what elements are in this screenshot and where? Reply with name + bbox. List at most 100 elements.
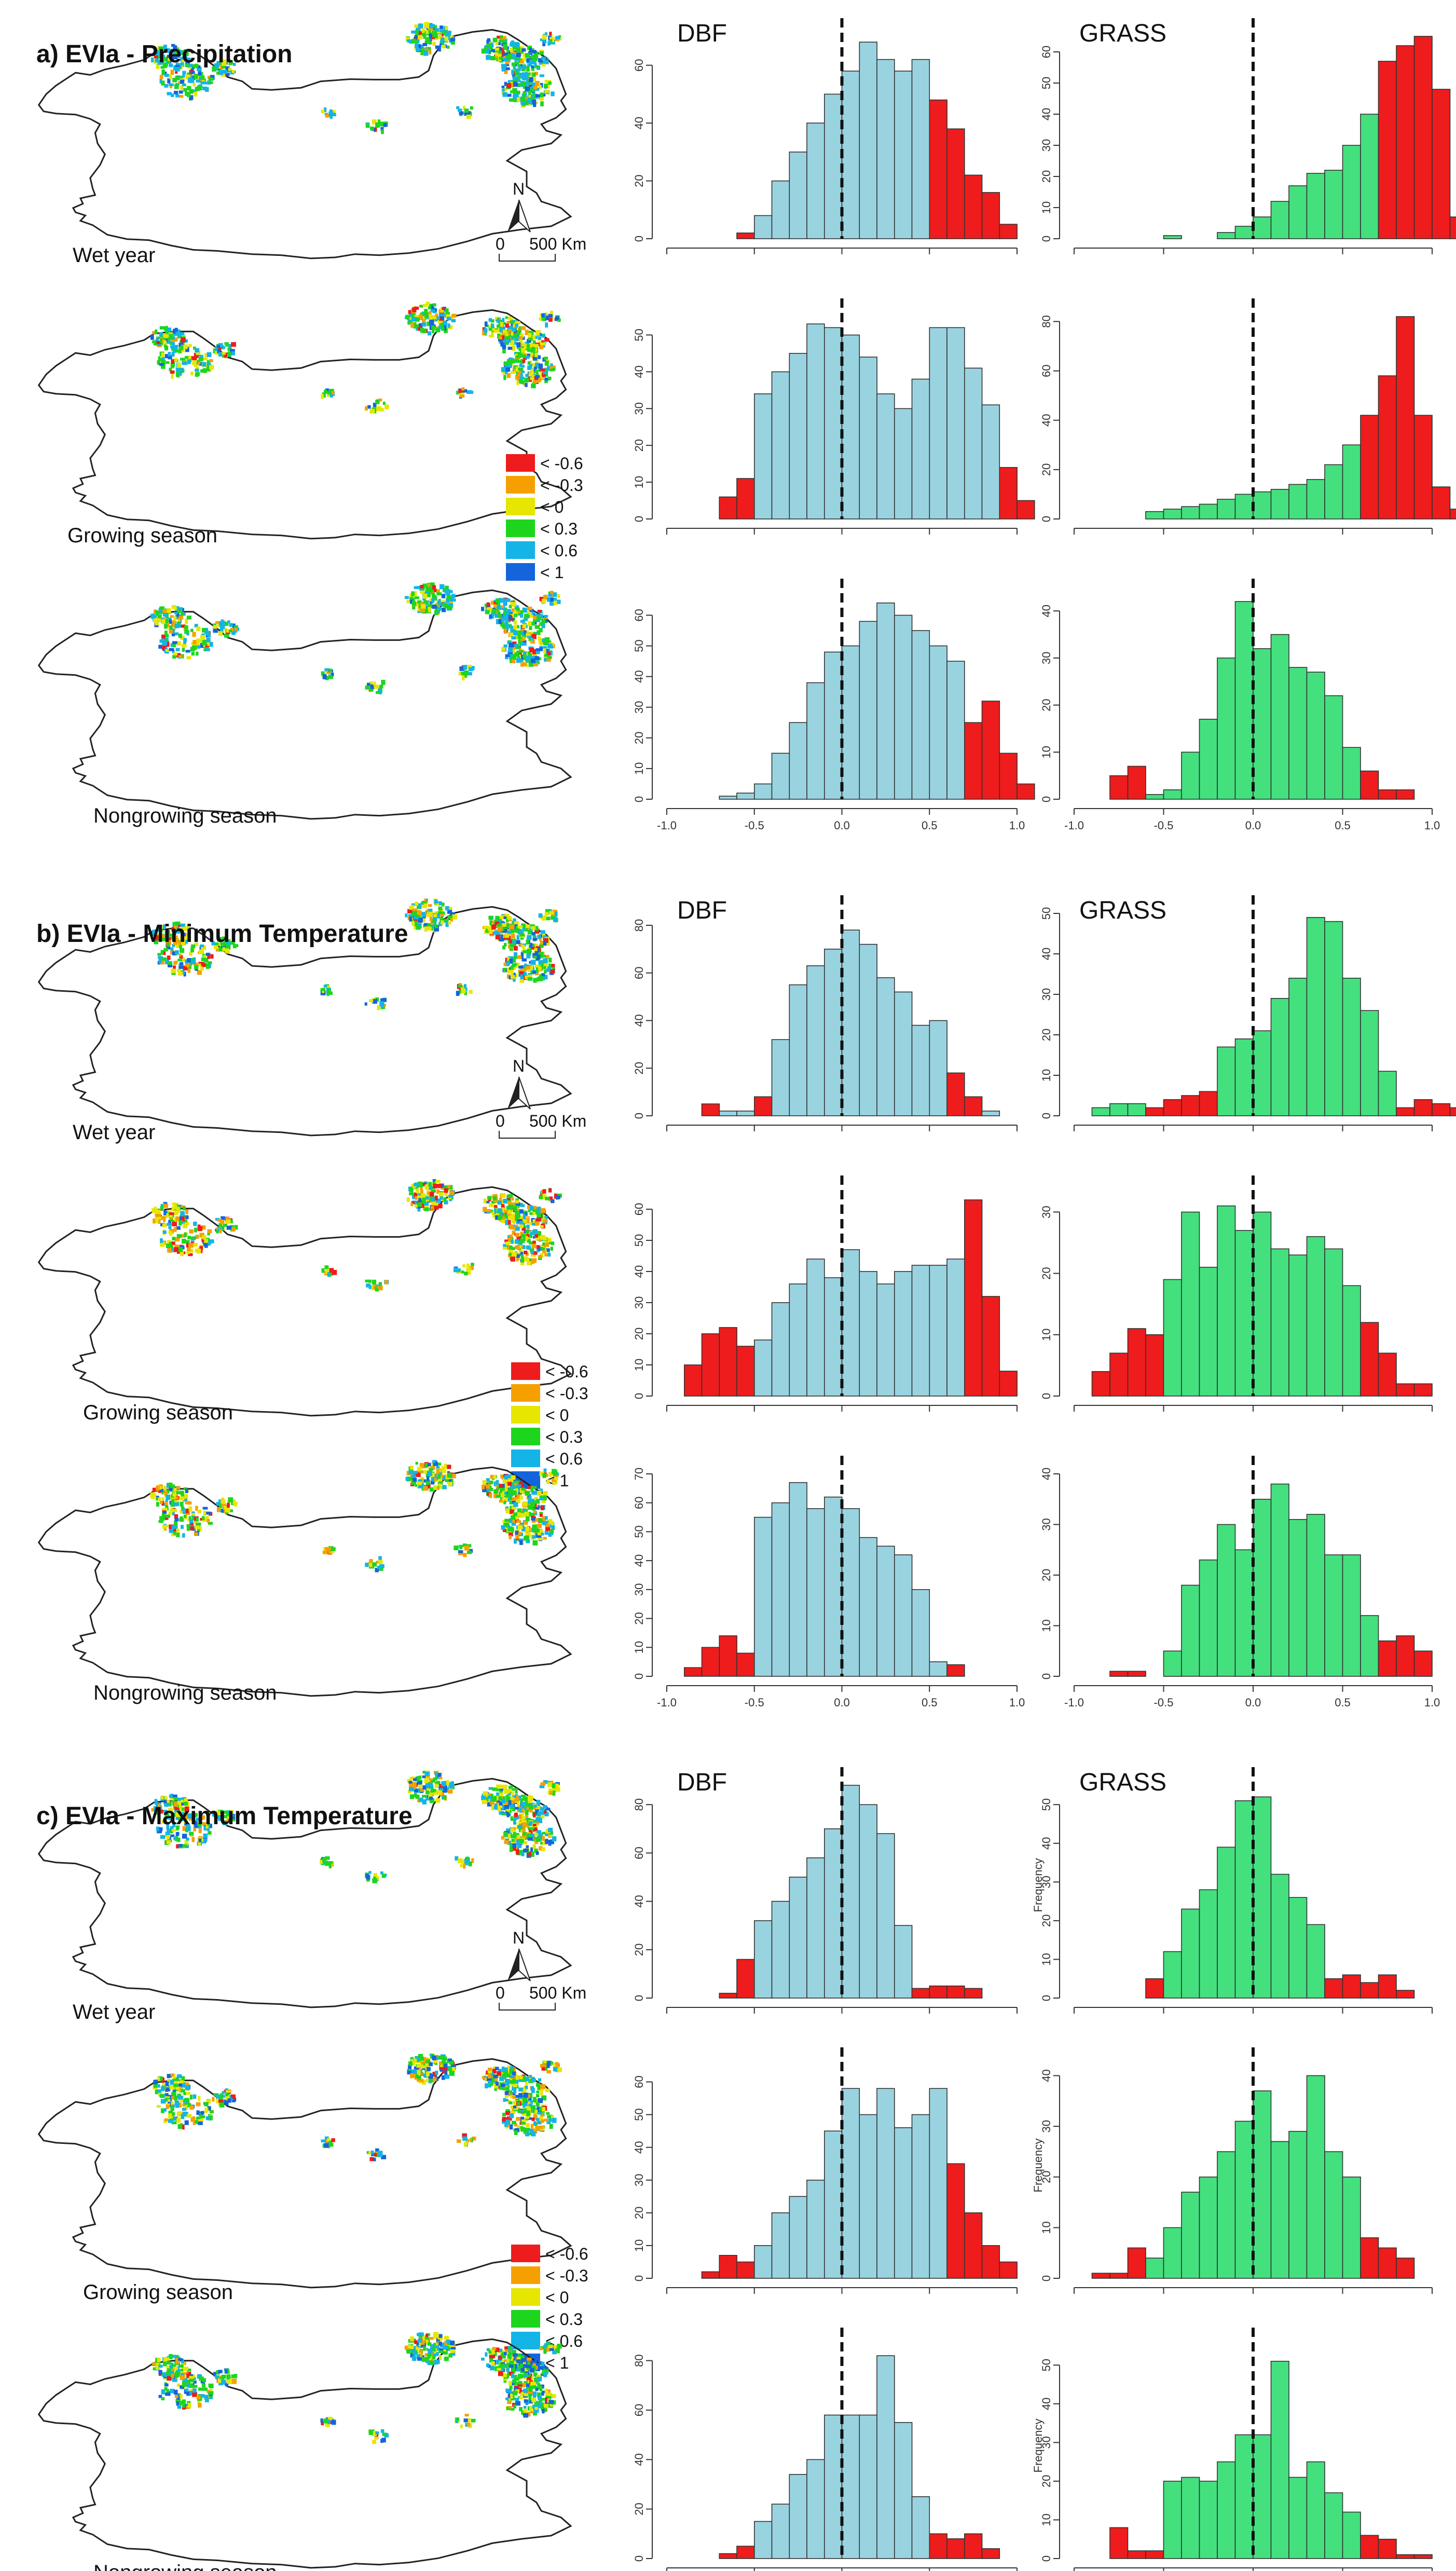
map-pixel	[542, 1194, 545, 1199]
map-pixel	[164, 84, 169, 88]
map-pixel	[517, 1525, 523, 1529]
map-pixel	[216, 345, 221, 348]
map-pixel	[541, 962, 546, 966]
map-pixel	[432, 1460, 436, 1463]
map-pixel	[446, 599, 450, 604]
map-pixel	[451, 313, 457, 318]
map-pixel	[231, 70, 235, 73]
map-pixel	[435, 1195, 438, 1201]
map-pixel	[173, 1531, 176, 1535]
map-pixel	[502, 929, 507, 933]
map-pixel	[189, 78, 195, 83]
map-pixel	[466, 1267, 472, 1271]
map-pixel	[546, 315, 550, 320]
map-pixel	[499, 327, 503, 333]
map-pixel	[427, 331, 432, 336]
map-pixel	[168, 1220, 171, 1224]
map-pixel	[331, 672, 334, 677]
map-pixel	[434, 1203, 438, 1206]
map-pixel	[417, 1195, 422, 1200]
map-pixel	[528, 609, 534, 612]
map-pixel	[501, 1204, 505, 1208]
map-pixel	[551, 1199, 555, 1204]
map-pixel	[536, 373, 539, 376]
map-pixel	[201, 1238, 205, 1242]
map-pixel	[431, 923, 436, 927]
map-pixel	[511, 327, 516, 332]
map-pixel	[529, 1804, 533, 1810]
map-pixel	[188, 1516, 191, 1520]
map-pixel	[435, 2070, 438, 2075]
map-pixel	[507, 317, 512, 320]
map-pixel	[167, 961, 172, 965]
map-pixel	[548, 1532, 552, 1537]
map-pixel	[547, 1252, 551, 1257]
map-pixel	[439, 1784, 444, 1789]
map-pixel	[529, 1212, 534, 1215]
map-pixel	[525, 1810, 529, 1815]
map-pixel	[505, 60, 510, 65]
map-pixels	[150, 898, 558, 1010]
map-pixel	[160, 1242, 165, 1247]
map-pixel	[527, 651, 530, 655]
map-pixel	[546, 968, 550, 972]
map-pixel	[510, 48, 513, 52]
map-pixel	[535, 1809, 539, 1815]
map-pixel	[159, 1488, 163, 1492]
map-pixel	[444, 2063, 448, 2069]
map-pixel	[507, 1237, 513, 1241]
map-pixel	[170, 1826, 174, 1830]
map-pixel	[447, 1185, 451, 1188]
map-pixel	[447, 910, 452, 914]
map-pixel	[182, 1238, 186, 1244]
map-pixel	[158, 936, 163, 939]
map-pixel	[509, 1247, 513, 1250]
map-pixel	[182, 648, 185, 652]
map-pixel	[184, 1219, 188, 1224]
map-pixel	[193, 346, 196, 350]
map-pixel	[534, 1518, 539, 1522]
map-pixel	[497, 1209, 503, 1212]
map-pixel	[322, 392, 326, 398]
map-pixel	[486, 1487, 490, 1492]
map-pixel	[432, 329, 435, 334]
map-pixel	[512, 79, 518, 84]
map-pixel	[176, 1486, 181, 1489]
map-pixel	[512, 76, 518, 80]
map-pixel	[531, 50, 537, 53]
map-pixel	[501, 647, 506, 651]
map-pixel	[491, 1211, 495, 1215]
map-pixel	[541, 317, 546, 321]
map-pixel	[511, 649, 515, 654]
map-pixel	[539, 1846, 543, 1851]
map-pixel	[534, 1849, 538, 1853]
map-pixel	[548, 1827, 553, 1832]
map-pixel	[439, 1792, 445, 1797]
map-pixel	[155, 50, 160, 53]
map-pixel	[464, 108, 469, 113]
map-pixel	[178, 343, 184, 347]
map-pixel	[515, 1790, 518, 1794]
map-pixel	[515, 1497, 519, 1501]
map-pixel	[180, 75, 183, 80]
map-pixel	[183, 1223, 188, 1228]
map-pixel	[527, 1239, 531, 1243]
map-pixel	[511, 70, 514, 75]
map-pixel	[165, 1498, 169, 1502]
map-pixel	[524, 1511, 529, 1517]
map-pixel	[163, 1800, 168, 1803]
map-pixel	[181, 1525, 184, 1529]
map-pixel	[522, 927, 525, 931]
map-pixel	[527, 1494, 531, 1498]
scale-bar	[499, 254, 556, 262]
map-pixel	[515, 1233, 520, 1237]
map-pixel	[501, 623, 505, 627]
map-pixel	[163, 340, 167, 345]
map-pixel	[517, 371, 523, 374]
map-pixel	[505, 1797, 511, 1802]
map-pixel	[543, 915, 547, 918]
map-pixel	[505, 1475, 511, 1480]
map-pixel	[481, 1796, 486, 1800]
map-pixel	[331, 110, 336, 115]
